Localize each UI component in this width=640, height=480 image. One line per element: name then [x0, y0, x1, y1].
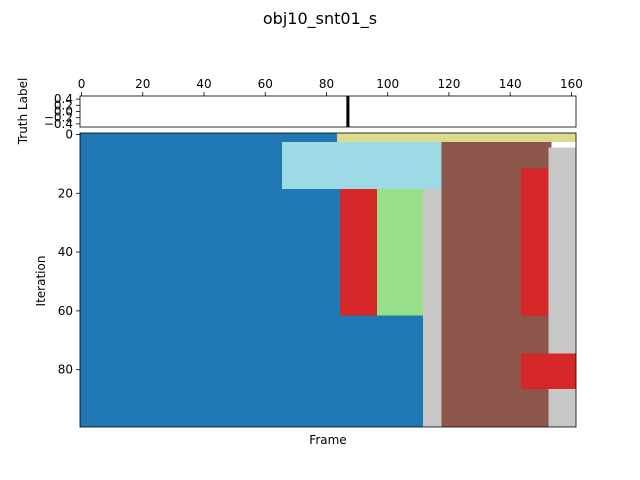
top-x-tick-label: 160	[560, 77, 583, 91]
main-y-tick-label: 60	[58, 304, 73, 318]
heatmap-region-light-blue	[282, 141, 448, 189]
main-y-tick-label: 0	[65, 127, 73, 141]
heatmap-region-red	[340, 188, 381, 316]
top-x-tick-label: 140	[499, 77, 522, 91]
top-x-tick-label: 100	[376, 77, 399, 91]
heatmap-frame	[79, 132, 577, 428]
heatmap-region-light-gray	[422, 188, 445, 427]
heatmap-region-light-green	[376, 188, 426, 316]
truth-label-background	[80, 96, 576, 127]
truth-label-axes: 0 20 40 60 80 100 120 140 160 −0.4−0.20.00.20.4 …	[16, 77, 583, 145]
top-x-tick-label: 80	[319, 77, 334, 91]
truth-label-marks	[346, 96, 350, 127]
top-y-tick-label: 0.0	[54, 105, 73, 119]
main-y-tick-label: 80	[58, 363, 73, 377]
top-y-tick-label: 0.4	[54, 92, 73, 106]
top-y-tick-label: −0.4	[44, 117, 73, 131]
main-y-tick-label: 40	[58, 245, 73, 259]
chart-title: obj10_snt01_s	[263, 9, 377, 29]
heatmap-region-blue	[340, 315, 423, 427]
truth-label-marker	[346, 96, 350, 127]
heatmap-cells	[80, 133, 576, 427]
top-x-tick-label: 60	[258, 77, 273, 91]
top-y-ticks: −0.4−0.20.00.20.4	[44, 92, 80, 131]
top-y-tick-label: −0.2	[44, 111, 73, 125]
main-y-ticks: 0 20 40 60 80	[58, 127, 80, 377]
heatmap-region-red	[520, 353, 576, 389]
y-axis-label: Iteration	[34, 256, 48, 307]
top-x-tick-label: 40	[196, 77, 211, 91]
top-x-tick-label: 120	[437, 77, 460, 91]
heatmap-region-khaki	[337, 133, 576, 142]
top-y-tick-label: 0.2	[54, 98, 73, 112]
top-x-tick-label: 0	[78, 77, 86, 91]
x-axis-label: Frame	[309, 433, 346, 447]
main-y-tick-label: 20	[58, 186, 73, 200]
top-x-tick-label: 20	[135, 77, 150, 91]
iteration-heatmap-axes: 0 20 40 60 80 Frame Iteration	[34, 127, 577, 447]
top-x-ticks: 0 20 40 60 80 100 120 140 160	[78, 77, 583, 96]
truth-label-ylabel: Truth Label	[16, 78, 30, 146]
